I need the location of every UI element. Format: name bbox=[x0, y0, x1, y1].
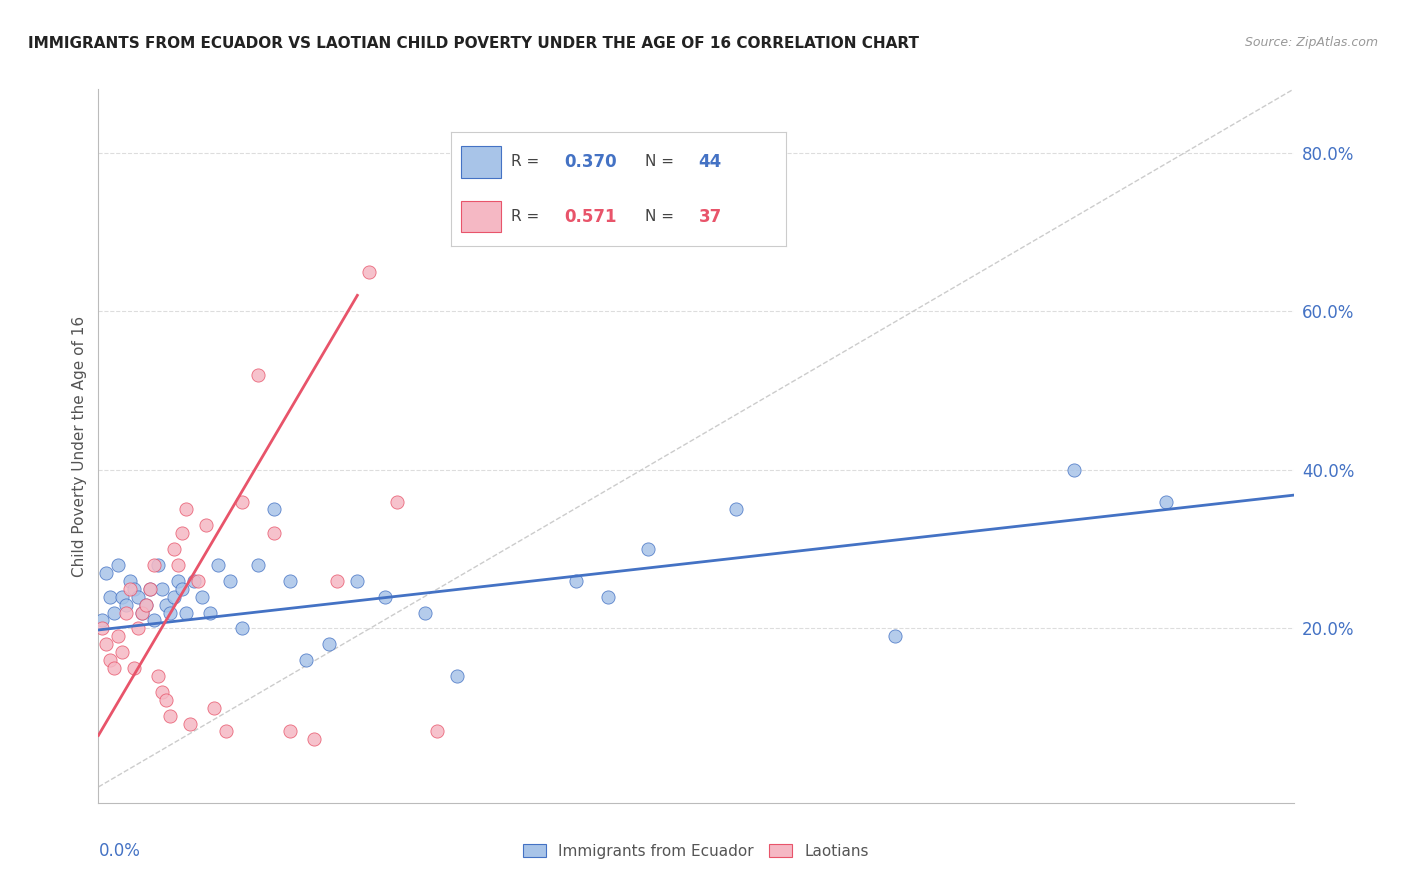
Point bbox=[103, 606, 125, 620]
Point bbox=[143, 558, 166, 572]
Point bbox=[172, 582, 194, 596]
Point bbox=[413, 606, 436, 620]
Point bbox=[91, 614, 114, 628]
Point bbox=[183, 574, 205, 588]
Point bbox=[179, 716, 201, 731]
Point bbox=[103, 661, 125, 675]
Point bbox=[207, 558, 229, 572]
Point bbox=[359, 264, 381, 278]
Point bbox=[246, 558, 269, 572]
Point bbox=[163, 542, 186, 557]
Point bbox=[167, 574, 190, 588]
Point bbox=[1154, 494, 1177, 508]
Text: IMMIGRANTS FROM ECUADOR VS LAOTIAN CHILD POVERTY UNDER THE AGE OF 16 CORRELATION: IMMIGRANTS FROM ECUADOR VS LAOTIAN CHILD… bbox=[28, 36, 920, 51]
Text: Source: ZipAtlas.com: Source: ZipAtlas.com bbox=[1244, 36, 1378, 49]
Point bbox=[465, 145, 488, 160]
Point bbox=[191, 590, 214, 604]
Point bbox=[127, 621, 149, 635]
Point bbox=[159, 606, 181, 620]
Point bbox=[124, 661, 146, 675]
Point bbox=[150, 685, 173, 699]
Point bbox=[150, 582, 173, 596]
Point bbox=[187, 574, 209, 588]
Point bbox=[111, 590, 134, 604]
Point bbox=[115, 606, 138, 620]
Point bbox=[385, 494, 409, 508]
Point bbox=[127, 590, 149, 604]
Point bbox=[294, 653, 316, 667]
Point bbox=[111, 645, 134, 659]
Point bbox=[124, 582, 146, 596]
Point bbox=[98, 590, 122, 604]
Point bbox=[263, 526, 285, 541]
Point bbox=[202, 700, 225, 714]
Point bbox=[426, 724, 449, 739]
Point bbox=[91, 621, 114, 635]
Point bbox=[598, 590, 620, 604]
Point bbox=[131, 606, 153, 620]
Point bbox=[884, 629, 907, 643]
Point bbox=[107, 558, 129, 572]
Point bbox=[167, 558, 190, 572]
Point bbox=[139, 582, 162, 596]
Point bbox=[1063, 463, 1085, 477]
Point bbox=[135, 598, 157, 612]
Point bbox=[96, 637, 118, 651]
Point bbox=[195, 518, 218, 533]
Point bbox=[174, 502, 197, 516]
Point bbox=[155, 692, 177, 706]
Point bbox=[724, 502, 747, 516]
Point bbox=[302, 732, 325, 747]
Point bbox=[219, 574, 242, 588]
Point bbox=[107, 629, 129, 643]
Point bbox=[98, 653, 122, 667]
Point bbox=[278, 574, 301, 588]
Point bbox=[135, 598, 157, 612]
Legend: Immigrants from Ecuador, Laotians: Immigrants from Ecuador, Laotians bbox=[516, 836, 876, 866]
Point bbox=[155, 598, 177, 612]
Point bbox=[139, 582, 162, 596]
Point bbox=[374, 590, 396, 604]
Point bbox=[120, 582, 142, 596]
Point bbox=[163, 590, 186, 604]
Point bbox=[231, 494, 253, 508]
Point bbox=[148, 558, 170, 572]
Point bbox=[446, 669, 468, 683]
Point bbox=[143, 614, 166, 628]
Point bbox=[565, 574, 588, 588]
Point bbox=[120, 574, 142, 588]
Point bbox=[115, 598, 138, 612]
Point bbox=[172, 526, 194, 541]
Text: 0.0%: 0.0% bbox=[98, 842, 141, 860]
Point bbox=[131, 606, 153, 620]
Point bbox=[263, 502, 285, 516]
Point bbox=[278, 724, 301, 739]
Point bbox=[637, 542, 659, 557]
Point bbox=[246, 368, 269, 382]
Point bbox=[215, 724, 238, 739]
Y-axis label: Child Poverty Under the Age of 16: Child Poverty Under the Age of 16 bbox=[72, 316, 87, 576]
Point bbox=[174, 606, 197, 620]
Point bbox=[148, 669, 170, 683]
Point bbox=[96, 566, 118, 580]
Point bbox=[231, 621, 253, 635]
Point bbox=[318, 637, 340, 651]
Point bbox=[198, 606, 221, 620]
Point bbox=[159, 708, 181, 723]
Point bbox=[326, 574, 349, 588]
Point bbox=[346, 574, 368, 588]
